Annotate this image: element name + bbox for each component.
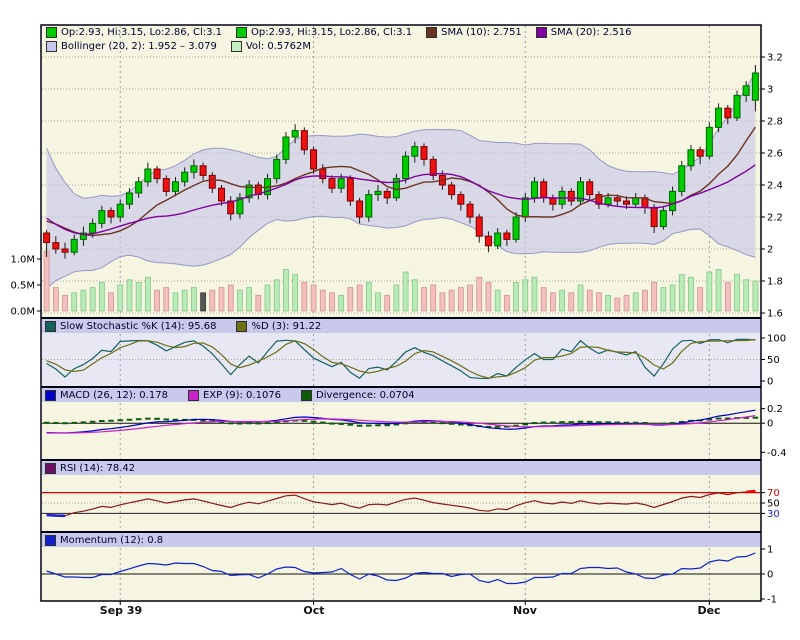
volume-tick-label: 1.0M: [10, 255, 35, 266]
rsi-legend: RSI (14): 78.42: [45, 461, 135, 475]
macd-legend-label-0: MACD (26, 12): 0.178: [60, 389, 168, 401]
x-axis-label-dec: Dec: [697, 604, 721, 617]
macd-tick-label: -0.4: [767, 448, 787, 459]
stochastic-legend-item-0: Slow Stochastic %K (14): 95.68: [45, 320, 217, 332]
macd-legend-swatch-0: [45, 389, 56, 401]
macd-panel: [42, 409, 760, 434]
ohlc-sma-legend-item-0: Op:2.93, Hi:3.15, Lo:2.86, Cl:3.1: [46, 27, 222, 38]
macd-legend: MACD (26, 12): 0.178 EXP (9): 0.1076 Diver…: [45, 388, 415, 402]
macd-legend-item-2: Divergence: 0.0704: [301, 389, 415, 401]
price-tick-label: 2: [767, 245, 773, 256]
ohlc-sma-legend-swatch-1: [236, 27, 248, 38]
price-tick-label: 2.8: [767, 117, 783, 128]
bollinger-vol-legend-item-1: Vol: 0.5762M: [230, 41, 311, 52]
volume-bars: [43, 250, 759, 312]
bollinger-vol-legend-swatch-0: [46, 41, 57, 52]
candlestick-series: [43, 65, 759, 259]
momentum-tick-label: 1: [767, 545, 773, 556]
momentum-tick-label: -1: [767, 595, 777, 606]
ohlc-sma-legend-item-2: SMA (10): 2.751: [426, 27, 522, 38]
x-axis-label-nov: Nov: [513, 604, 537, 617]
bollinger-band: [46, 72, 756, 289]
momentum-panel: [42, 552, 760, 585]
main-legend-row-2: Bollinger (20, 2): 1.952 – 3.079 Vol: 0.5…: [46, 41, 311, 52]
stochastic-legend-swatch-0: [45, 320, 56, 332]
bollinger-vol-legend-label-1: Vol: 0.5762M: [245, 41, 311, 52]
price-tick-label: 1.8: [767, 277, 783, 288]
stochastic-tick-label: 0: [767, 377, 773, 388]
price-tick-label: 1.6: [767, 309, 783, 320]
ohlc-sma-legend-label-2: SMA (10): 2.751: [441, 27, 522, 38]
macd-legend-item-0: MACD (26, 12): 0.178: [45, 389, 168, 401]
volume-tick-label: 0.0M: [10, 307, 35, 318]
rsi-tick-label: 30: [767, 509, 780, 520]
ohlc-sma-legend-label-3: SMA (20): 2.516: [550, 27, 632, 38]
price-tick-label: 3.2: [767, 53, 783, 64]
momentum-legend-swatch-0: [45, 534, 56, 546]
volume-tick-label: 0.5M: [10, 281, 35, 292]
macd-tick-label: 0.2: [767, 404, 783, 415]
stochastic-panel: [42, 338, 760, 380]
momentum-legend: Momentum (12): 0.8: [45, 533, 163, 547]
macd-legend-swatch-1: [187, 389, 199, 401]
stochastic-tick-label: 100: [767, 334, 786, 345]
macd-legend-label-1: EXP (9): 0.1076: [202, 389, 282, 401]
stochastic-legend-swatch-1: [236, 320, 248, 332]
stochastic-legend-item-1: %D (3): 91.22: [236, 320, 322, 332]
bollinger-vol-legend-label-0: Bollinger (20, 2): 1.952 – 3.079: [61, 41, 217, 52]
price-tick-label: 2.4: [767, 181, 783, 192]
axis-labels: 3.232.82.62.42.221.81.61005000.20-0.4705…: [10, 53, 786, 606]
momentum-legend-label-0: Momentum (12): 0.8: [60, 534, 164, 546]
macd-legend-label-2: Divergence: 0.0704: [316, 389, 415, 401]
ohlc-sma-legend-item-3: SMA (20): 2.516: [535, 27, 632, 38]
stochastic-legend-label-1: %D (3): 91.22: [251, 320, 322, 332]
momentum-legend-item-0: Momentum (12): 0.8: [45, 534, 164, 546]
ohlc-sma-legend-swatch-2: [426, 27, 438, 38]
ohlc-sma-legend-label-0: Op:2.93, Hi:3.15, Lo:2.86, Cl:3.1: [61, 27, 223, 38]
sma-lines: [46, 126, 756, 237]
rsi-tick-label: 70: [767, 488, 780, 499]
rsi-tick-label: 50: [767, 499, 780, 510]
panel-backgrounds: [41, 25, 761, 601]
ohlc-sma-legend-item-1: Op:2.93, Hi:3.15, Lo:2.86, Cl:3.1: [236, 27, 412, 38]
x-axis-label-oct: Oct: [303, 604, 325, 617]
stochastic-legend-label-0: Slow Stochastic %K (14): 95.68: [60, 320, 217, 332]
bollinger-vol-legend-item-0: Bollinger (20, 2): 1.952 – 3.079: [46, 41, 217, 52]
momentum-tick-label: 0: [767, 570, 773, 581]
stochastic-legend: Slow Stochastic %K (14): 95.68 %D (3): 91…: [45, 319, 321, 333]
macd-legend-item-1: EXP (9): 0.1076: [187, 389, 282, 401]
ohlc-sma-legend-swatch-3: [535, 27, 547, 38]
rsi-legend-label-0: RSI (14): 78.42: [60, 462, 136, 474]
macd-tick-label: 0: [767, 419, 773, 430]
x-axis-label-sep: Sep 39: [99, 604, 143, 617]
price-tick-label: 3: [767, 85, 773, 96]
ohlc-sma-legend-label-1: Op:2.93, Hi:3.15, Lo:2.86, Cl:3.1: [251, 27, 413, 38]
price-tick-label: 2.2: [767, 213, 783, 224]
price-tick-label: 2.6: [767, 149, 783, 160]
stochastic-tick-label: 50: [767, 355, 780, 366]
main-legend-row-1: Op:2.93, Hi:3.15, Lo:2.86, Cl:3.1 Op:2.93…: [46, 27, 632, 38]
ohlc-sma-legend-swatch-0: [46, 27, 57, 38]
rsi-legend-swatch-0: [45, 462, 56, 474]
rsi-panel: [42, 489, 760, 518]
macd-legend-swatch-2: [301, 389, 313, 401]
rsi-legend-item-0: RSI (14): 78.42: [45, 462, 136, 474]
bollinger-vol-legend-swatch-1: [230, 41, 242, 52]
